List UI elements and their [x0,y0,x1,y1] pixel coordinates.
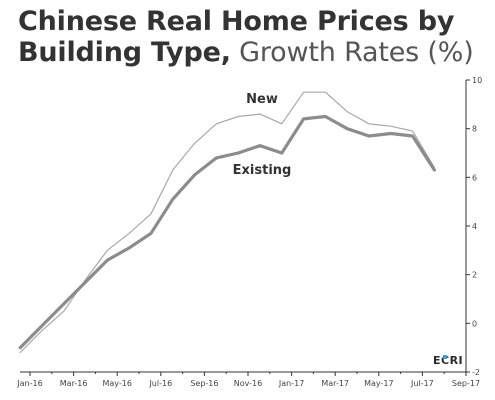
brand-accent-mark [443,355,447,359]
chart-title: Chinese Real Home Prices by Building Typ… [18,6,488,68]
x-tick-label: Mar-16 [60,379,88,388]
y-tick-label: 6 [472,173,477,182]
axes: 10 8 6 4 2 0 -2 Jan-16 Mar-16 May-16 Jul-16 Sep-16 N… [16,76,482,388]
x-tick-label: Jul-17 [410,379,434,388]
y-tick-label: 4 [472,222,477,231]
x-tick-label: May-16 [102,379,131,388]
x-tick-label: Sep-16 [190,379,218,388]
y-tick-label: 2 [472,271,477,280]
y-tick-label: 8 [472,125,477,134]
y-tick-label: 0 [472,319,477,328]
x-tick-label: Jul-16 [148,379,172,388]
x-tick-label: Jan-16 [16,379,42,388]
series-line-existing [18,114,436,350]
series-label-new: New [246,92,278,107]
brand-text: ECRI [433,354,463,367]
title-line-2: Building Type, Growth Rates (%) [18,37,488,68]
y-tick-label: 10 [472,76,482,85]
series-label-existing: Existing [233,163,292,178]
ecri-logo: ECRI [433,354,463,367]
title-line-1: Chinese Real Home Prices by [18,6,455,37]
series-labels: New Existing [233,92,292,178]
x-tick-label: Sep-17 [452,379,480,388]
title-line-2-light: Growth Rates (%) [239,37,474,68]
x-tick-label: Nov-16 [234,379,262,388]
x-tick-label: Mar-17 [321,379,349,388]
x-tick-label: Jan-17 [278,379,304,388]
title-line-2-bold: Building Type, [18,37,231,68]
series-line-new [19,91,435,354]
y-tick-label: -2 [472,368,480,377]
x-tick-label: May-17 [364,379,393,388]
series-lines [18,91,436,354]
